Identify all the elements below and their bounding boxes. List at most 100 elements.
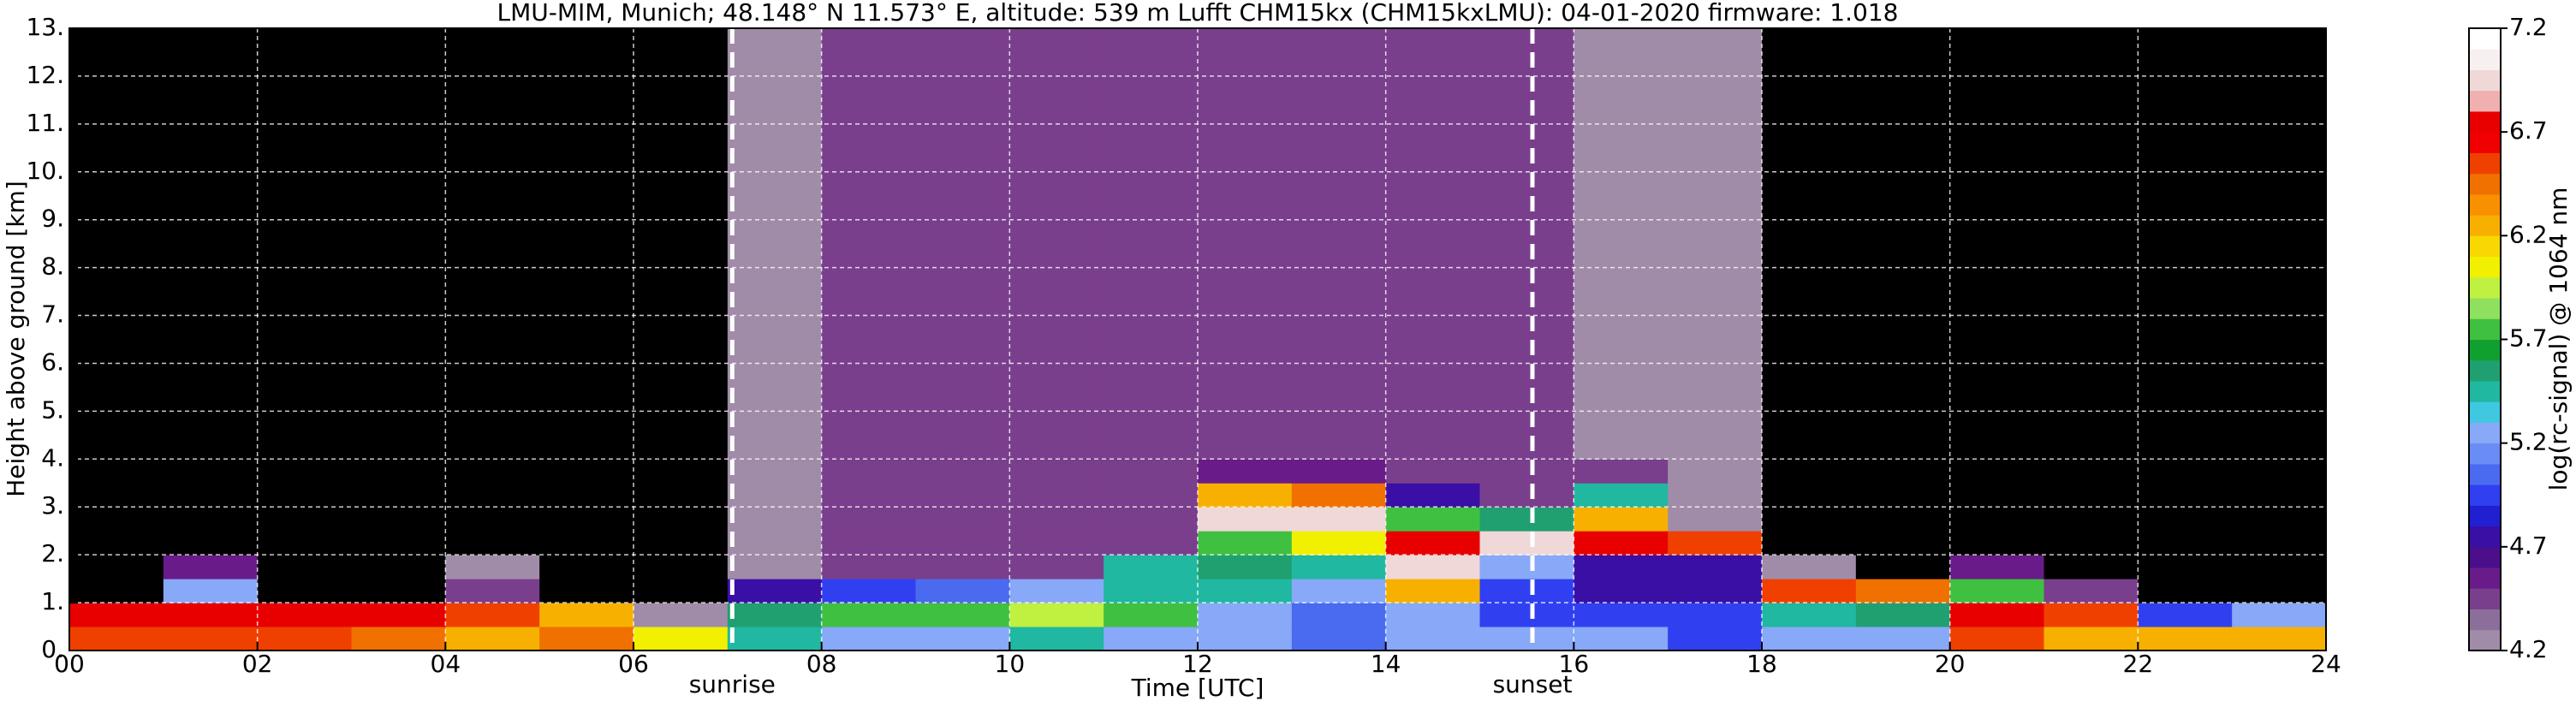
heatmap-cell	[821, 627, 916, 651]
heatmap-cell	[1198, 603, 1293, 627]
heatmap-cell	[1385, 555, 1480, 579]
heatmap-cell	[163, 531, 259, 556]
heatmap-cell	[163, 28, 259, 460]
heatmap-cell	[163, 507, 259, 532]
colorbar-segment	[2469, 110, 2501, 133]
heatmap-cell	[2044, 483, 2139, 508]
heatmap-cell	[69, 531, 164, 556]
heatmap-cell	[69, 28, 164, 460]
heatmap-cell	[1762, 603, 1857, 627]
heatmap-cell	[1949, 507, 2044, 532]
heatmap-cell	[1291, 627, 1387, 651]
heatmap-cell	[1479, 28, 1574, 460]
heatmap-cell	[1479, 555, 1574, 579]
x-axis-label: Time [UTC]	[1131, 674, 1264, 702]
heatmap-cell	[539, 555, 634, 579]
heatmap-cell	[1009, 459, 1104, 484]
heatmap-cell	[1574, 531, 1669, 556]
heatmap-cell	[163, 459, 259, 484]
colorbar-segment	[2469, 380, 2501, 402]
colorbar-segment	[2469, 463, 2501, 485]
heatmap-cell	[2044, 627, 2139, 651]
heatmap-cell	[1668, 555, 1763, 579]
heatmap-cell	[1668, 531, 1763, 556]
annotation-label: sunrise	[689, 670, 776, 698]
heatmap-cell	[163, 555, 259, 579]
heatmap-cell	[2138, 483, 2233, 508]
heatmap-cell	[69, 483, 164, 508]
heatmap-cell	[1762, 483, 1857, 508]
heatmap-cell	[1574, 28, 1669, 460]
heatmap-cell	[634, 627, 729, 651]
heatmap-cell	[1198, 507, 1293, 532]
colorbar-segment	[2469, 152, 2501, 175]
colorbar-segment	[2469, 173, 2501, 195]
heatmap-cell	[821, 483, 916, 508]
heatmap-cell	[634, 459, 729, 484]
heatmap-cell	[1668, 627, 1763, 651]
heatmap-cell	[351, 555, 446, 579]
colorbar-segment	[2469, 422, 2501, 444]
colorbar-segment	[2469, 298, 2501, 319]
x-tick-label: 22	[2123, 650, 2154, 678]
heatmap-cell	[1385, 627, 1480, 651]
heatmap-cell	[351, 531, 446, 556]
heatmap-cell	[163, 603, 259, 627]
heatmap-cell	[821, 28, 916, 460]
y-tick-label: 11.	[26, 109, 64, 137]
heatmap-cell	[163, 483, 259, 508]
colorbar-segment	[2469, 401, 2501, 423]
heatmap-cell	[2232, 555, 2327, 579]
heatmap-cell	[1479, 579, 1574, 603]
heatmap-cell	[727, 531, 823, 556]
heatmap-cell	[915, 507, 1010, 532]
heatmap-cell	[1855, 627, 1951, 651]
x-tick-label: 18	[1746, 650, 1777, 678]
heatmap-cell	[2138, 603, 2233, 627]
heatmap-cell	[2044, 555, 2139, 579]
heatmap-cell	[1855, 459, 1951, 484]
heatmap-cell	[257, 627, 352, 651]
y-tick-label: 5.	[41, 395, 64, 424]
heatmap-cell	[1574, 507, 1669, 532]
heatmap-cell	[2044, 459, 2139, 484]
heatmap-cell	[539, 507, 634, 532]
heatmap-cell	[1009, 531, 1104, 556]
heatmap-cell	[1198, 28, 1293, 460]
heatmap-cell	[2138, 627, 2233, 651]
heatmap-cell	[634, 603, 729, 627]
heatmap-cell	[257, 603, 352, 627]
heatmap-cell	[1668, 603, 1763, 627]
colorbar-segment	[2469, 505, 2501, 527]
heatmap-cell	[2138, 555, 2233, 579]
heatmap-cell	[1104, 28, 1199, 460]
heatmap-cell	[69, 507, 164, 532]
heatmap-cell	[1479, 627, 1574, 651]
heatmap-cell	[1949, 483, 2044, 508]
heatmap-cell	[1104, 555, 1199, 579]
heatmap-cell	[1762, 459, 1857, 484]
heatmap-cell	[1104, 579, 1199, 603]
heatmap-cell	[257, 555, 352, 579]
heatmap-cell	[257, 459, 352, 484]
heatmap-cell	[1198, 627, 1293, 651]
x-tick-label: 06	[618, 650, 649, 678]
colorbar-segment	[2469, 359, 2501, 382]
heatmap-cell	[1104, 507, 1199, 532]
heatmap-cell	[445, 579, 540, 603]
colorbar-segment	[2469, 629, 2501, 651]
colorbar-segment	[2469, 588, 2501, 610]
heatmap-cell	[1479, 483, 1574, 508]
heatmap-cell	[1009, 603, 1104, 627]
x-tick-label: 02	[242, 650, 273, 678]
colorbar-segment	[2469, 235, 2501, 258]
colorbar-segment	[2469, 256, 2501, 278]
heatmap-cell	[445, 483, 540, 508]
heatmap-cell	[1949, 555, 2044, 579]
heatmap-cell	[821, 531, 916, 556]
heatmap-cell	[351, 459, 446, 484]
heatmap-cell	[1009, 28, 1104, 460]
heatmap-cell	[1762, 579, 1857, 603]
y-tick-label: 3.	[41, 491, 64, 520]
y-tick-label: 4.	[41, 443, 64, 472]
